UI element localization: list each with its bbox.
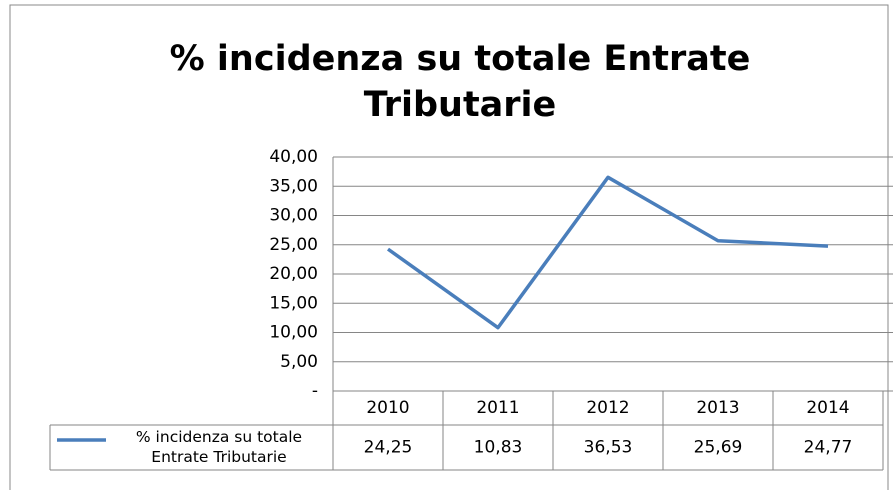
y-tick-label: 30,00 [269, 206, 318, 226]
x-tick-label: 2014 [806, 398, 849, 418]
data-line [386, 175, 829, 330]
chart-title: % incidenza su totale Entrate Tributarie [169, 39, 751, 125]
y-tick-label: 5,00 [280, 352, 318, 372]
table-value: 25,69 [694, 438, 743, 458]
table-value: 10,83 [474, 438, 523, 458]
x-tick-label: 2011 [476, 398, 519, 418]
y-tick-label: 40,00 [269, 147, 318, 167]
legend-label: % incidenza su totale Entrate Tributarie [135, 428, 303, 466]
table-value: 24,25 [364, 438, 413, 458]
x-tick-label: 2010 [366, 398, 409, 418]
y-tick-label: - [312, 381, 318, 401]
table-value: 24,77 [804, 438, 853, 458]
y-tick-label: 10,00 [269, 323, 318, 343]
y-tick-label: 15,00 [269, 293, 318, 313]
y-tick-label: 25,00 [269, 235, 318, 255]
chart-frame [9, 4, 889, 490]
x-tick-label: 2012 [586, 398, 629, 418]
y-tick-label: 35,00 [269, 176, 318, 196]
y-tick-label: 20,00 [269, 264, 318, 284]
x-tick-label: 2013 [696, 398, 739, 418]
table-value: 36,53 [584, 438, 633, 458]
